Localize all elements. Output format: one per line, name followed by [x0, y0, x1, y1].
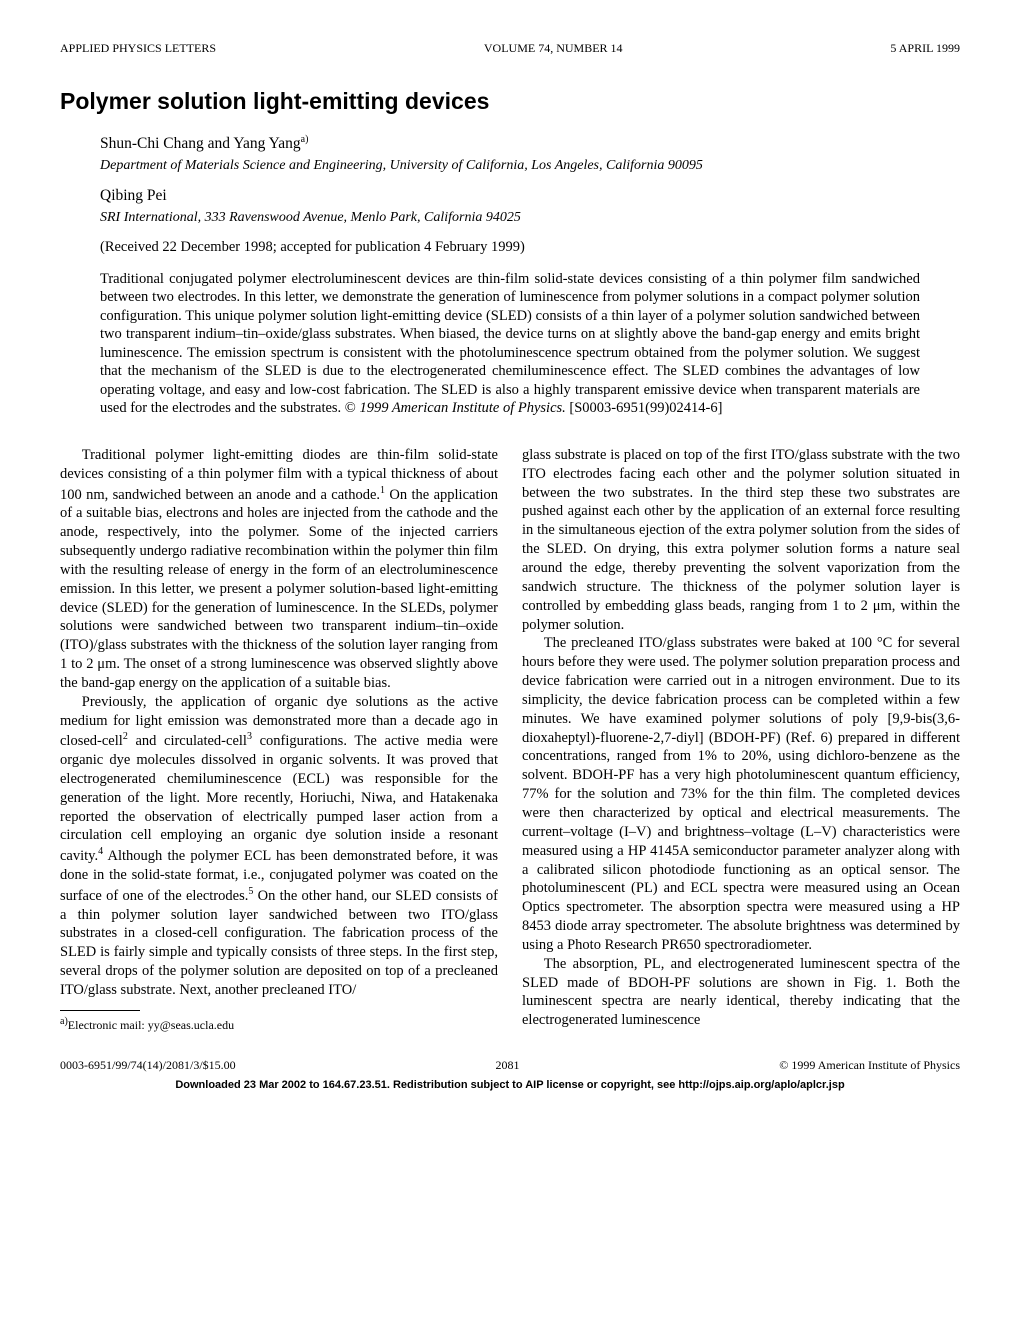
- received-dates: (Received 22 December 1998; accepted for…: [100, 238, 960, 258]
- running-header: APPLIED PHYSICS LETTERS VOLUME 74, NUMBE…: [60, 40, 960, 56]
- paragraph-1: Traditional polymer light-emitting diode…: [60, 446, 498, 693]
- abstract-text: Traditional conjugated polymer electrolu…: [100, 271, 920, 417]
- author-footnote: a)Electronic mail: yy@seas.ucla.edu: [60, 1015, 498, 1034]
- abstract: Traditional conjugated polymer electrolu…: [100, 270, 920, 418]
- paragraph-4: The absorption, PL, and electrogenerated…: [522, 955, 960, 1030]
- page-footer: 0003-6951/99/74(14)/2081/3/$15.00 2081 ©…: [60, 1057, 960, 1073]
- abstract-code: [S0003-6951(99)02414-6]: [569, 400, 722, 416]
- authors-block: Shun-Chi Chang and Yang Yanga) Departmen…: [100, 133, 960, 228]
- abstract-copyright: 1999 American Institute of Physics.: [359, 400, 565, 416]
- footer-page-number: 2081: [495, 1057, 519, 1073]
- paragraph-3: The precleaned ITO/glass substrates were…: [522, 634, 960, 954]
- footer-right: © 1999 American Institute of Physics: [779, 1057, 960, 1073]
- author-line-2: Qibing Pei: [100, 186, 960, 207]
- header-journal: APPLIED PHYSICS LETTERS: [60, 40, 216, 56]
- body-text: Traditional polymer light-emitting diode…: [60, 446, 960, 1033]
- paragraph-2-cont: glass substrate is placed on top of the …: [522, 446, 960, 634]
- header-date: 5 APRIL 1999: [890, 40, 960, 56]
- affiliation-2: SRI International, 333 Ravenswood Avenue…: [100, 209, 960, 228]
- author-line-1: Shun-Chi Chang and Yang Yanga): [100, 133, 960, 155]
- header-volume: VOLUME 74, NUMBER 14: [484, 40, 623, 56]
- footnote-divider: [60, 1010, 140, 1011]
- paragraph-2: Previously, the application of organic d…: [60, 693, 498, 1000]
- download-notice: Downloaded 23 Mar 2002 to 164.67.23.51. …: [60, 1078, 960, 1093]
- affiliation-1: Department of Materials Science and Engi…: [100, 157, 960, 176]
- footer-left: 0003-6951/99/74(14)/2081/3/$15.00: [60, 1057, 236, 1073]
- article-title: Polymer solution light-emitting devices: [60, 86, 960, 117]
